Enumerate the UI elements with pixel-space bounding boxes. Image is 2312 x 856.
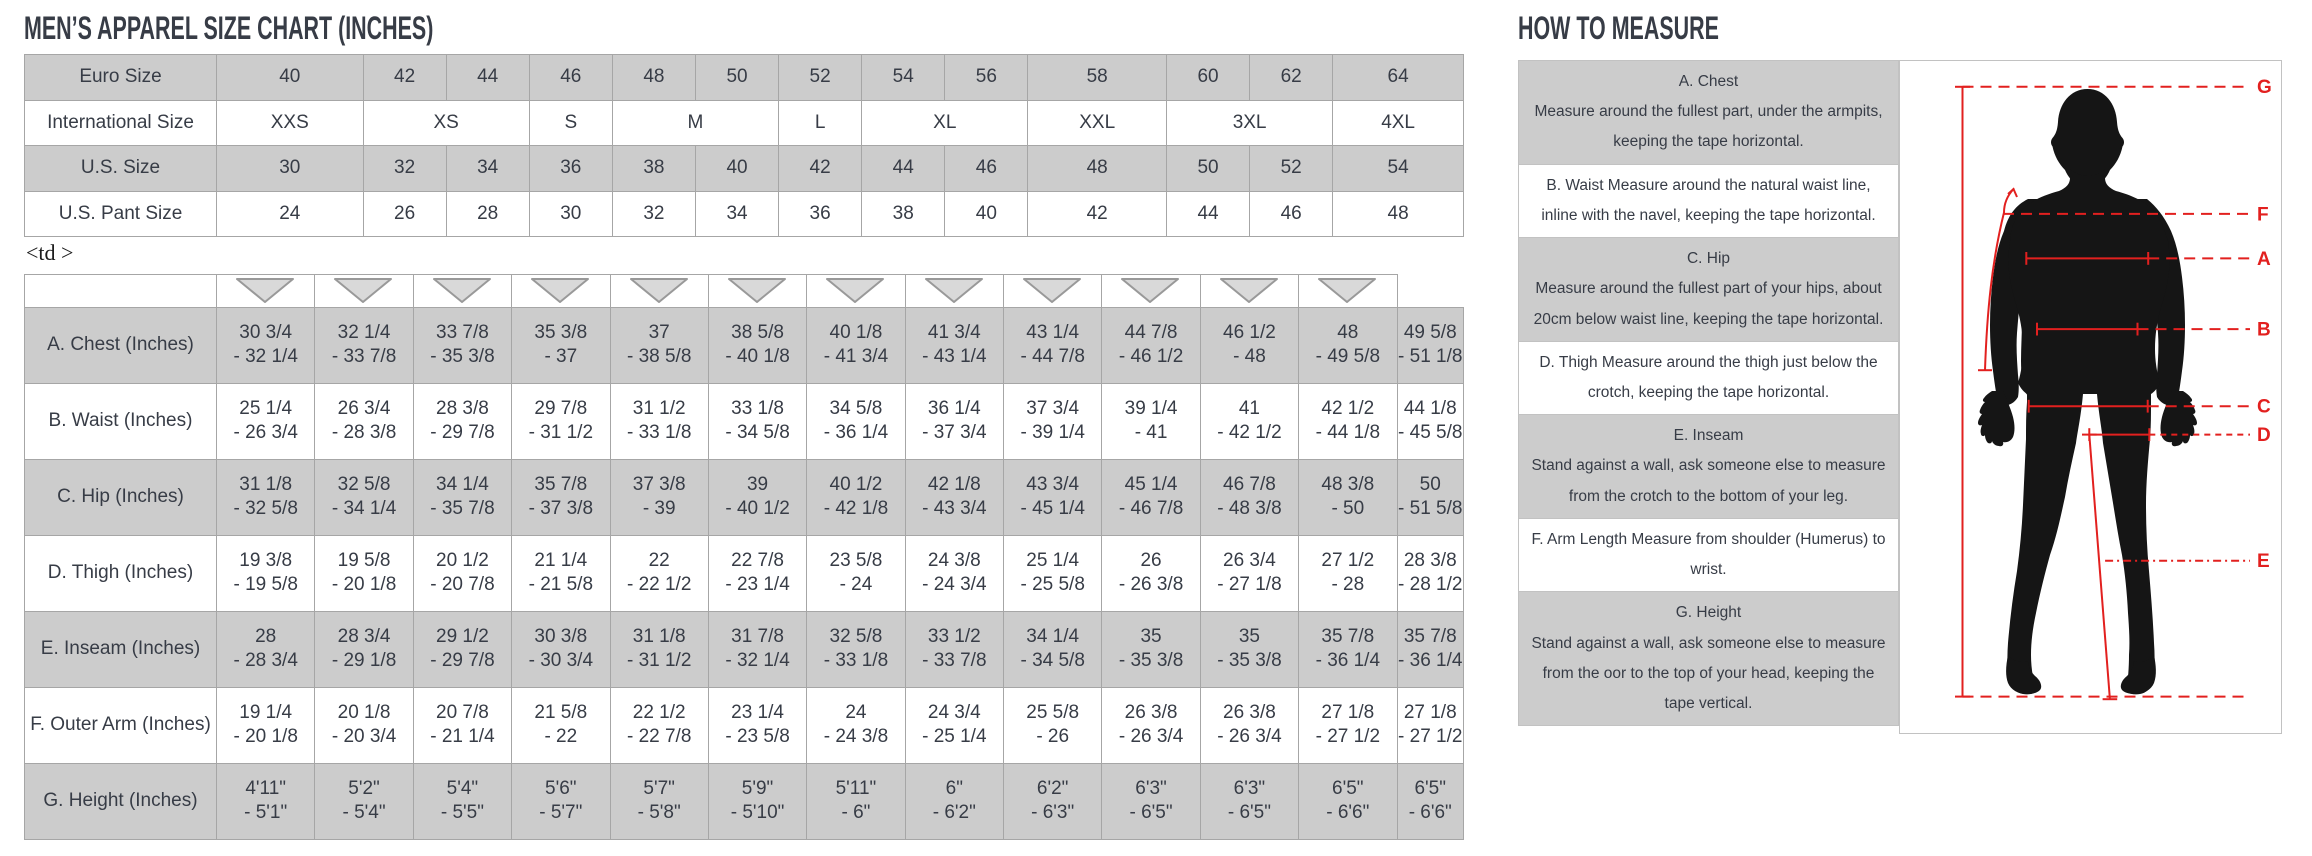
svg-text:C: C (2257, 397, 2271, 418)
svg-text:D: D (2257, 425, 2271, 446)
svg-text:B: B (2257, 320, 2271, 341)
svg-text:G: G (2257, 77, 2272, 98)
svg-text:E: E (2257, 551, 2270, 572)
svg-text:A: A (2257, 249, 2271, 270)
svg-text:F: F (2257, 205, 2269, 226)
